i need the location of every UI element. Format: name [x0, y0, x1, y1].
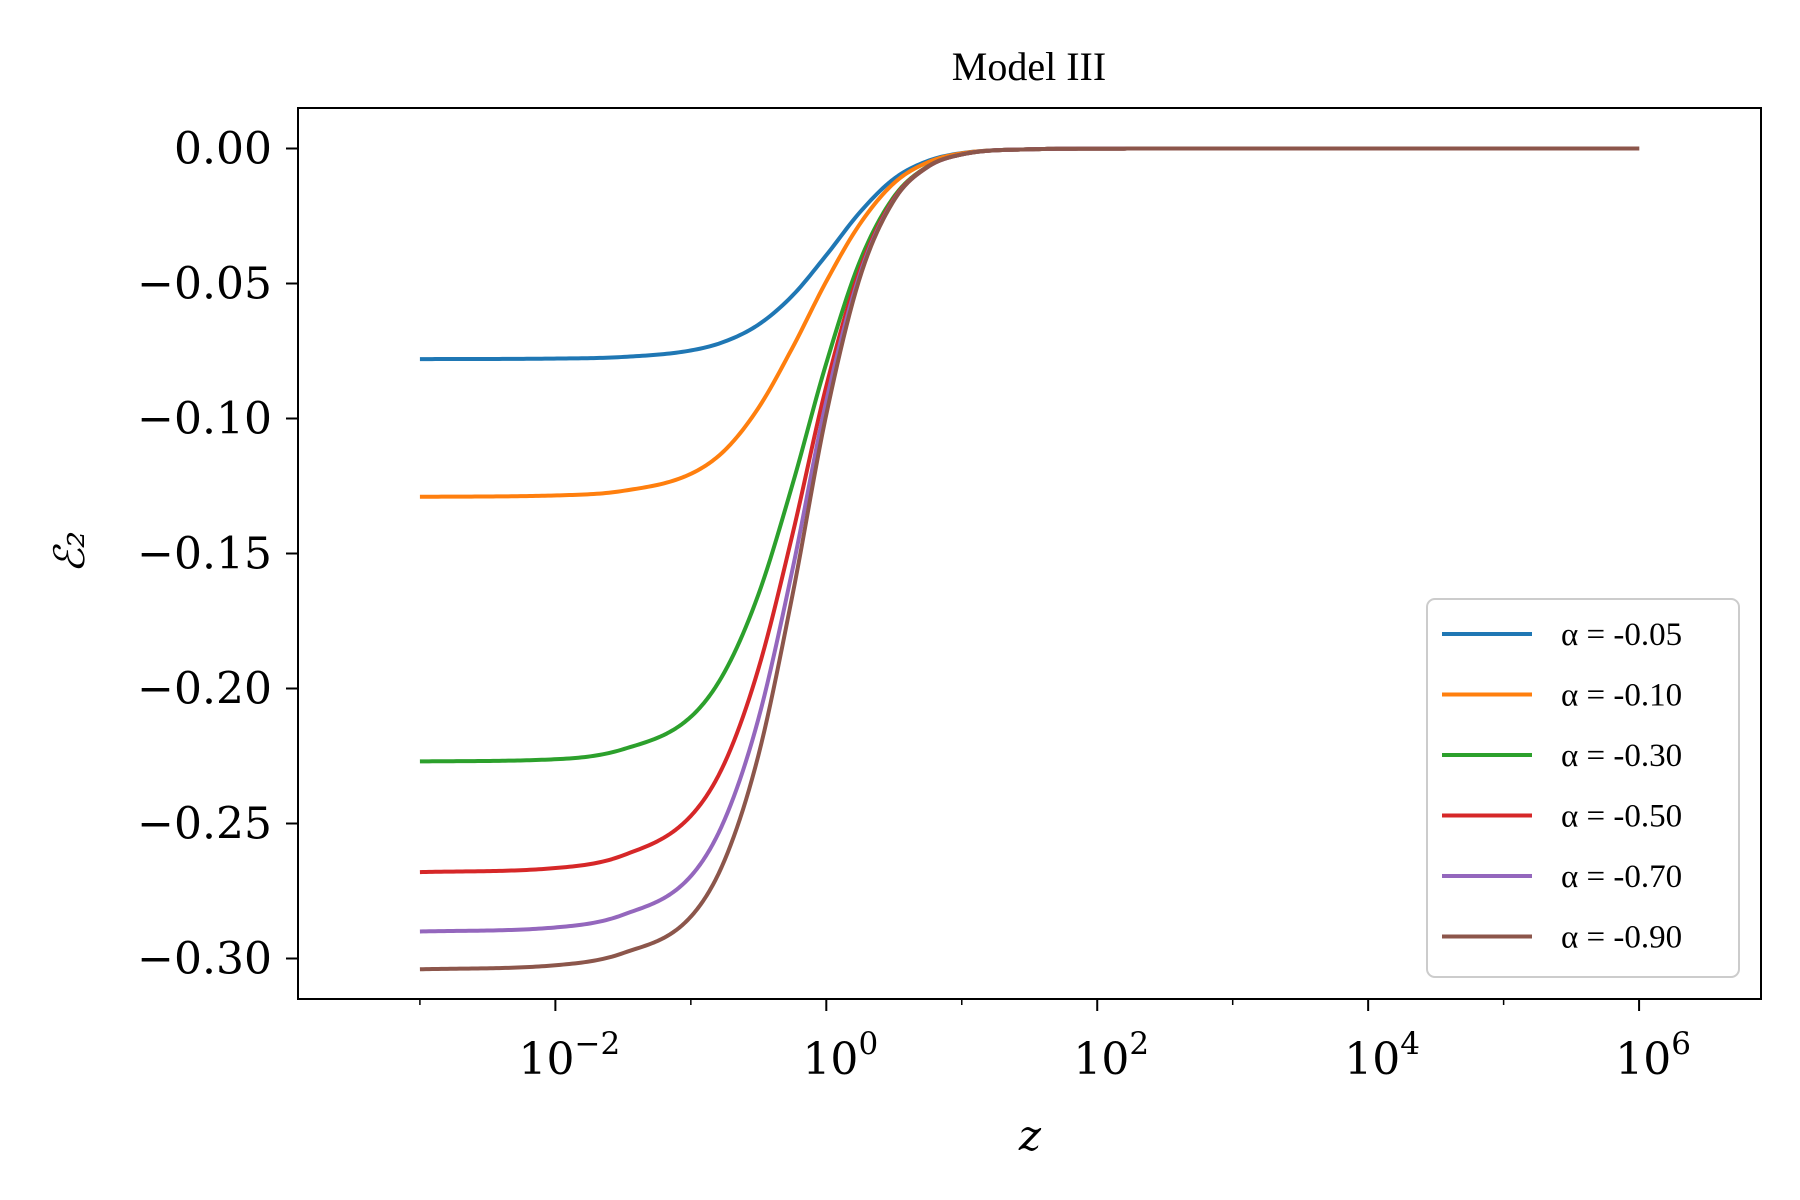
x-tick-label: 100 — [802, 1026, 878, 1085]
x-tick-label: 10−2 — [519, 1026, 621, 1085]
y-axis-label: ℰ₂ — [45, 531, 94, 573]
y-tick-label: 0.00 — [174, 124, 272, 175]
legend-label-4: α = -0.50 — [1561, 799, 1682, 835]
legend-label-3: α = -0.30 — [1561, 738, 1682, 774]
y-tick-label: −0.20 — [137, 664, 272, 715]
series-line-6 — [419, 146, 1640, 972]
plot-frame — [297, 107, 1762, 1000]
x-axis: 10−2 100 102 104 106 — [419, 999, 1691, 1085]
x-tick-label: 102 — [1073, 1026, 1149, 1085]
chart-title: Model III — [952, 44, 1106, 89]
legend: α = -0.05 α = -0.10 α = -0.30 α = -0.50 α = … — [1426, 598, 1740, 978]
legend-label-2: α = -0.10 — [1561, 678, 1682, 714]
x-axis-label: z — [1018, 1111, 1042, 1160]
y-axis: 0.00 −0.05 −0.10 −0.15 −0.20 −0.25 −0.30 — [137, 124, 298, 985]
x-tick-label: 106 — [1615, 1026, 1691, 1085]
x-tick-label: 104 — [1344, 1026, 1420, 1085]
y-tick-label: −0.15 — [137, 529, 272, 580]
y-tick-label: −0.25 — [137, 799, 272, 850]
y-tick-label: −0.30 — [137, 934, 272, 985]
y-tick-label: −0.05 — [137, 259, 272, 310]
legend-label-1: α = -0.05 — [1561, 617, 1682, 653]
series-group — [419, 146, 1640, 972]
legend-label-6: α = -0.90 — [1561, 920, 1682, 956]
y-tick-label: −0.10 — [137, 394, 272, 445]
legend-label-5: α = -0.70 — [1561, 859, 1682, 895]
